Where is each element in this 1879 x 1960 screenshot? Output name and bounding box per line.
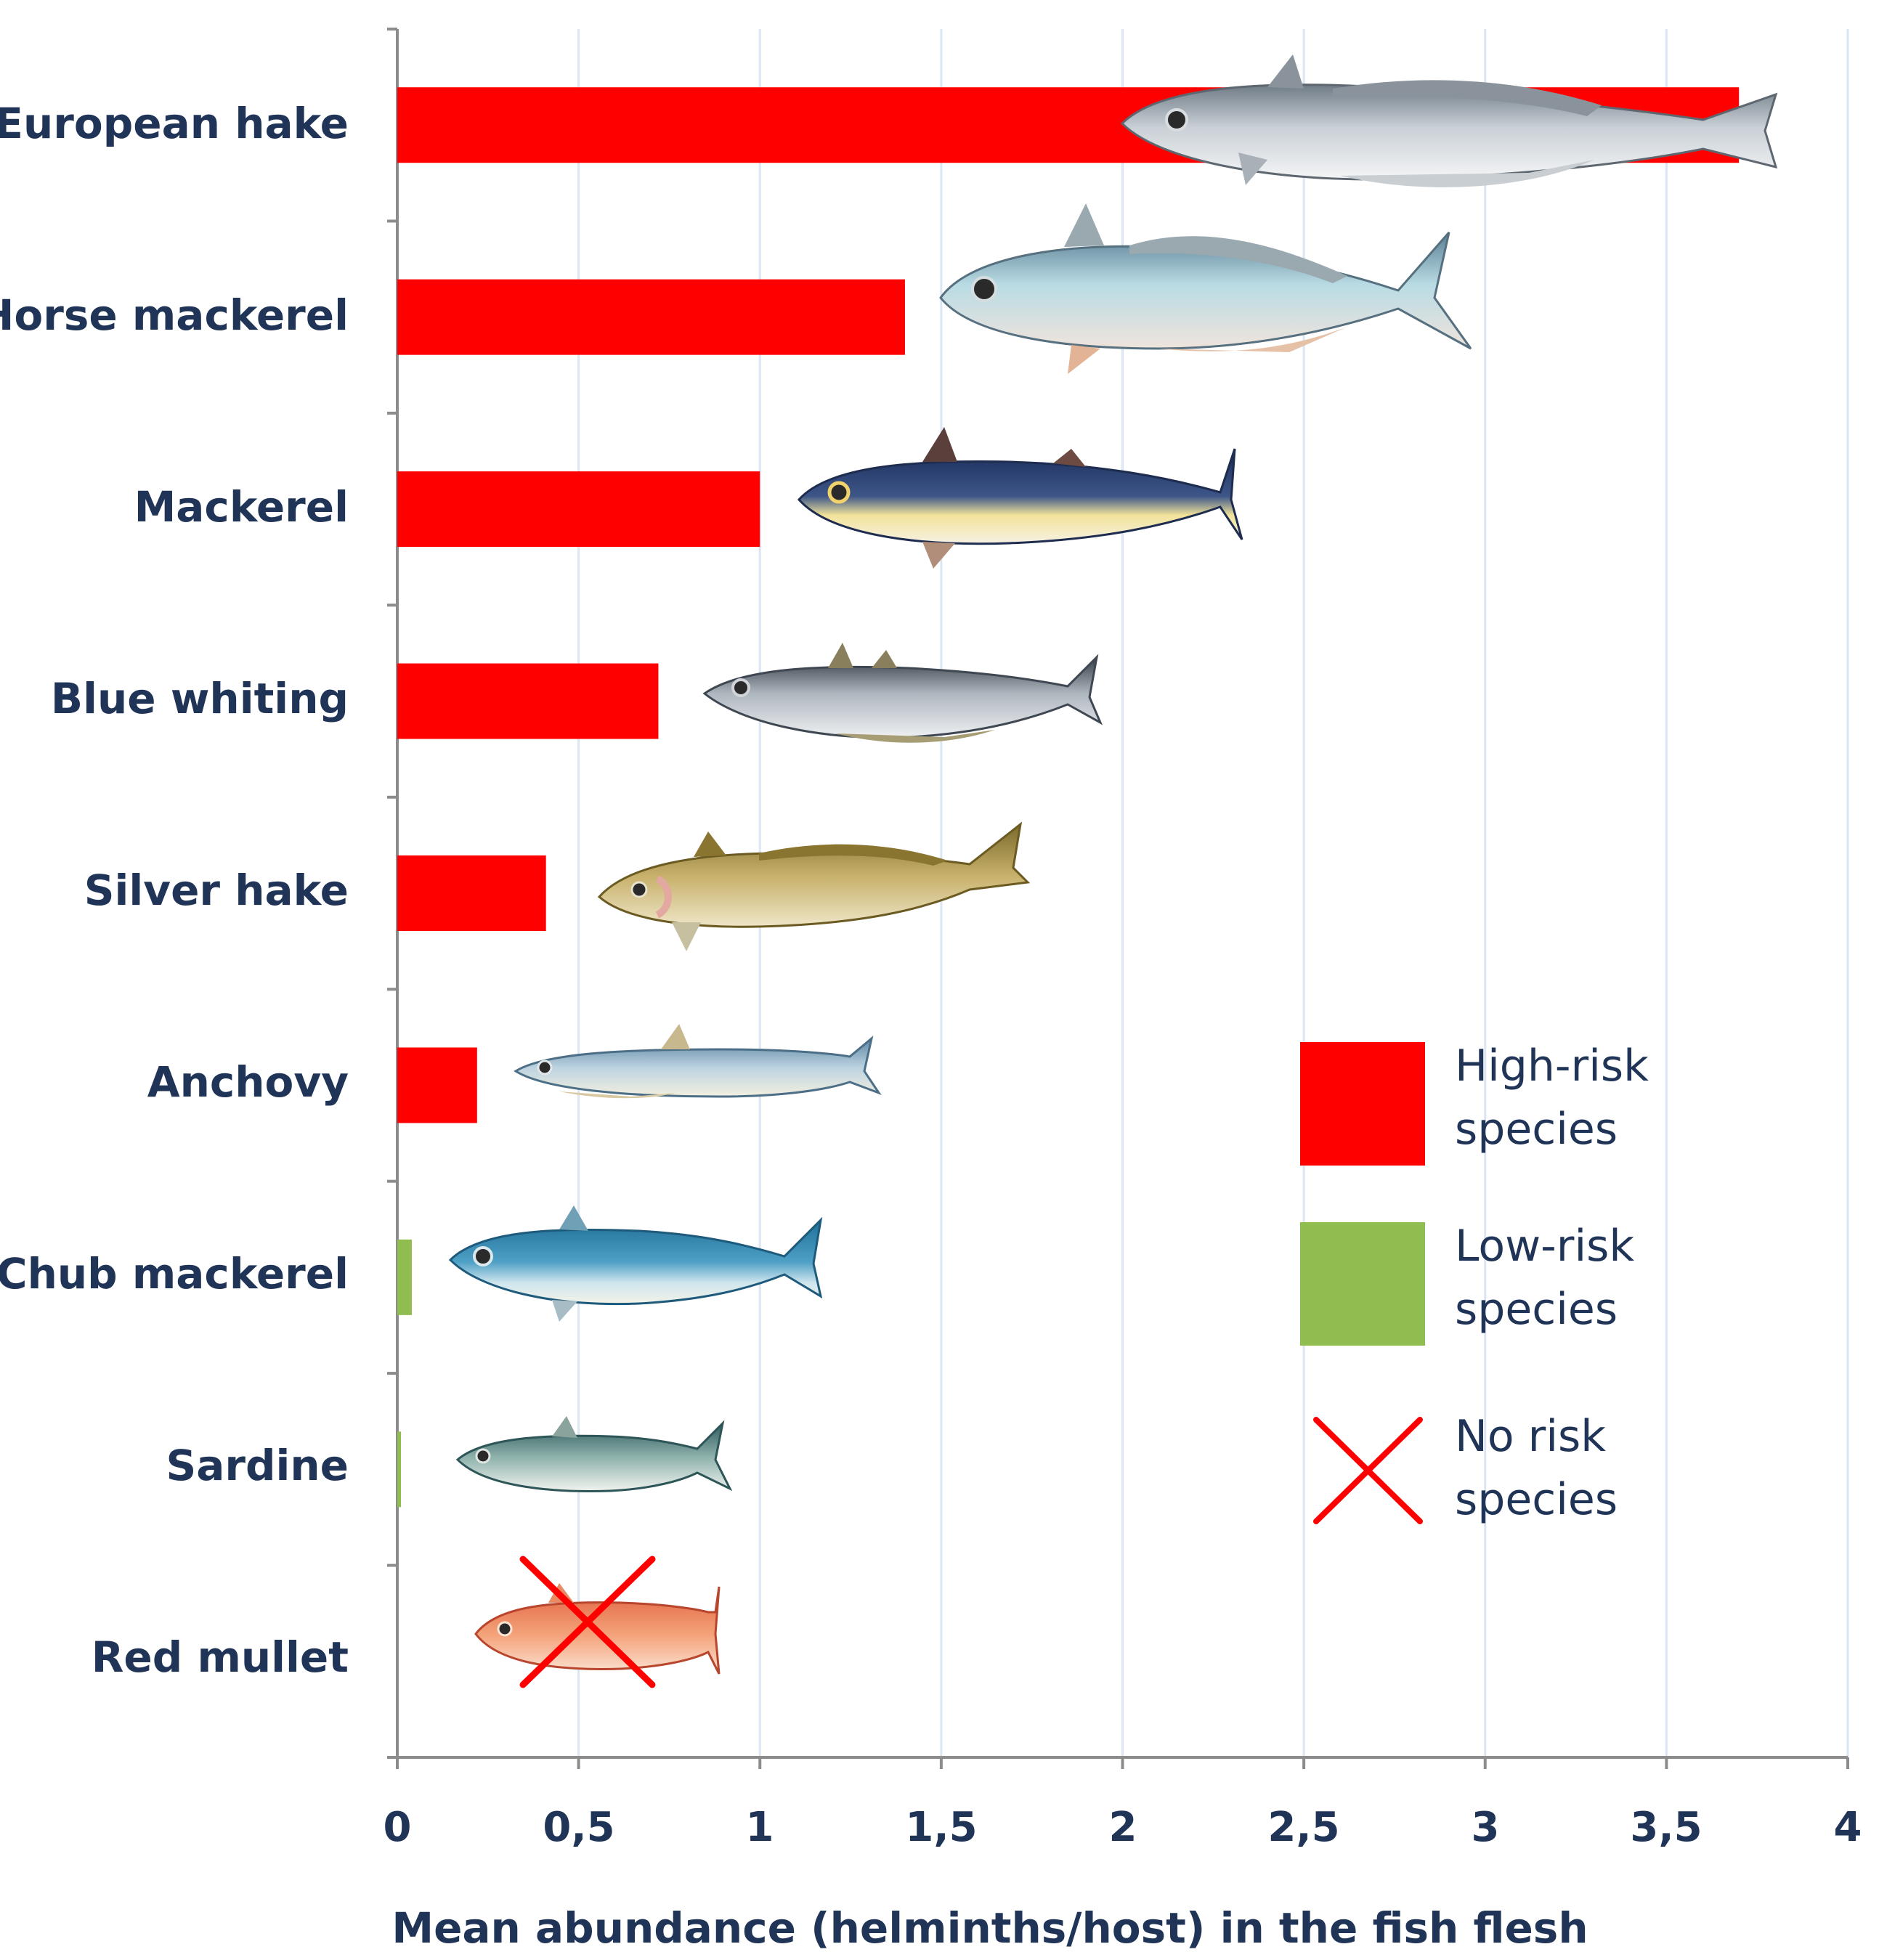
blue-whiting-icon xyxy=(702,643,1103,743)
x-tick-label: 2 xyxy=(1109,1804,1137,1851)
silver-hake-icon xyxy=(597,821,1031,951)
x-tick-label: 2,5 xyxy=(1267,1804,1339,1851)
x-tick-label: 1 xyxy=(746,1804,774,1851)
category-label-anchovy: Anchovy xyxy=(147,1057,349,1107)
mackerel-icon xyxy=(797,427,1243,569)
x-tick-label: 3 xyxy=(1472,1804,1500,1851)
x-tick-label: 1,5 xyxy=(905,1804,977,1851)
bar-sardine xyxy=(397,1431,401,1508)
category-label-chub-mackerel: Chub mackerel xyxy=(0,1249,349,1298)
legend-label-high-risk-line1: High-risk xyxy=(1455,1041,1649,1091)
bar-chub-mackerel xyxy=(397,1239,412,1315)
bar-horse-mackerel xyxy=(397,279,905,355)
category-label-red-mullet: Red mullet xyxy=(92,1632,349,1682)
category-label-mackerel: Mackerel xyxy=(134,482,349,532)
bar-blue-whiting xyxy=(397,663,659,739)
x-tick-label: 0 xyxy=(383,1804,412,1851)
fish-illustrations xyxy=(448,54,1778,1675)
bar-silver-hake xyxy=(397,855,546,931)
legend-swatch-low-risk xyxy=(1300,1222,1425,1346)
horse-mackerel-icon xyxy=(939,203,1472,374)
category-label-european-hake: European hake xyxy=(0,99,349,148)
sardine-icon xyxy=(455,1416,733,1492)
legend: High-risk species Low-risk species No ri… xyxy=(1300,1041,1649,1525)
bars xyxy=(397,87,1740,1508)
bar-anchovy xyxy=(397,1047,477,1123)
category-label-sardine: Sardine xyxy=(166,1441,349,1490)
european-hake-icon xyxy=(1120,54,1778,187)
legend-label-low-risk-line2: species xyxy=(1455,1284,1618,1335)
category-label-blue-whiting: Blue whiting xyxy=(51,674,349,723)
x-tick-labels: 0 0,5 1 1,5 2 2,5 3 3,5 4 xyxy=(383,1804,1862,1851)
legend-label-high-risk-line2: species xyxy=(1455,1104,1618,1155)
legend-label-no-risk-line1: No risk xyxy=(1455,1411,1606,1462)
x-tick-label: 4 xyxy=(1834,1804,1862,1851)
category-label-silver-hake: Silver hake xyxy=(84,866,349,915)
no-risk-cross-marker xyxy=(519,1556,656,1688)
x-axis-title: Mean abundance (helminths/host) in the f… xyxy=(391,1903,1588,1953)
x-tick-label: 0,5 xyxy=(543,1804,614,1851)
chub-mackerel-icon xyxy=(448,1205,823,1322)
legend-label-low-risk-line1: Low-risk xyxy=(1455,1221,1634,1272)
category-labels: European hake Horse mackerel Mackerel Bl… xyxy=(0,99,349,1682)
legend-label-no-risk-line2: species xyxy=(1455,1474,1618,1525)
x-tick-label: 3,5 xyxy=(1630,1804,1702,1851)
legend-swatch-high-risk xyxy=(1300,1042,1425,1166)
category-label-horse-mackerel: Horse mackerel xyxy=(0,290,349,340)
anchovy-icon xyxy=(514,1024,882,1099)
bar-mackerel xyxy=(397,471,760,548)
legend-swatch-no-risk xyxy=(1313,1417,1423,1524)
